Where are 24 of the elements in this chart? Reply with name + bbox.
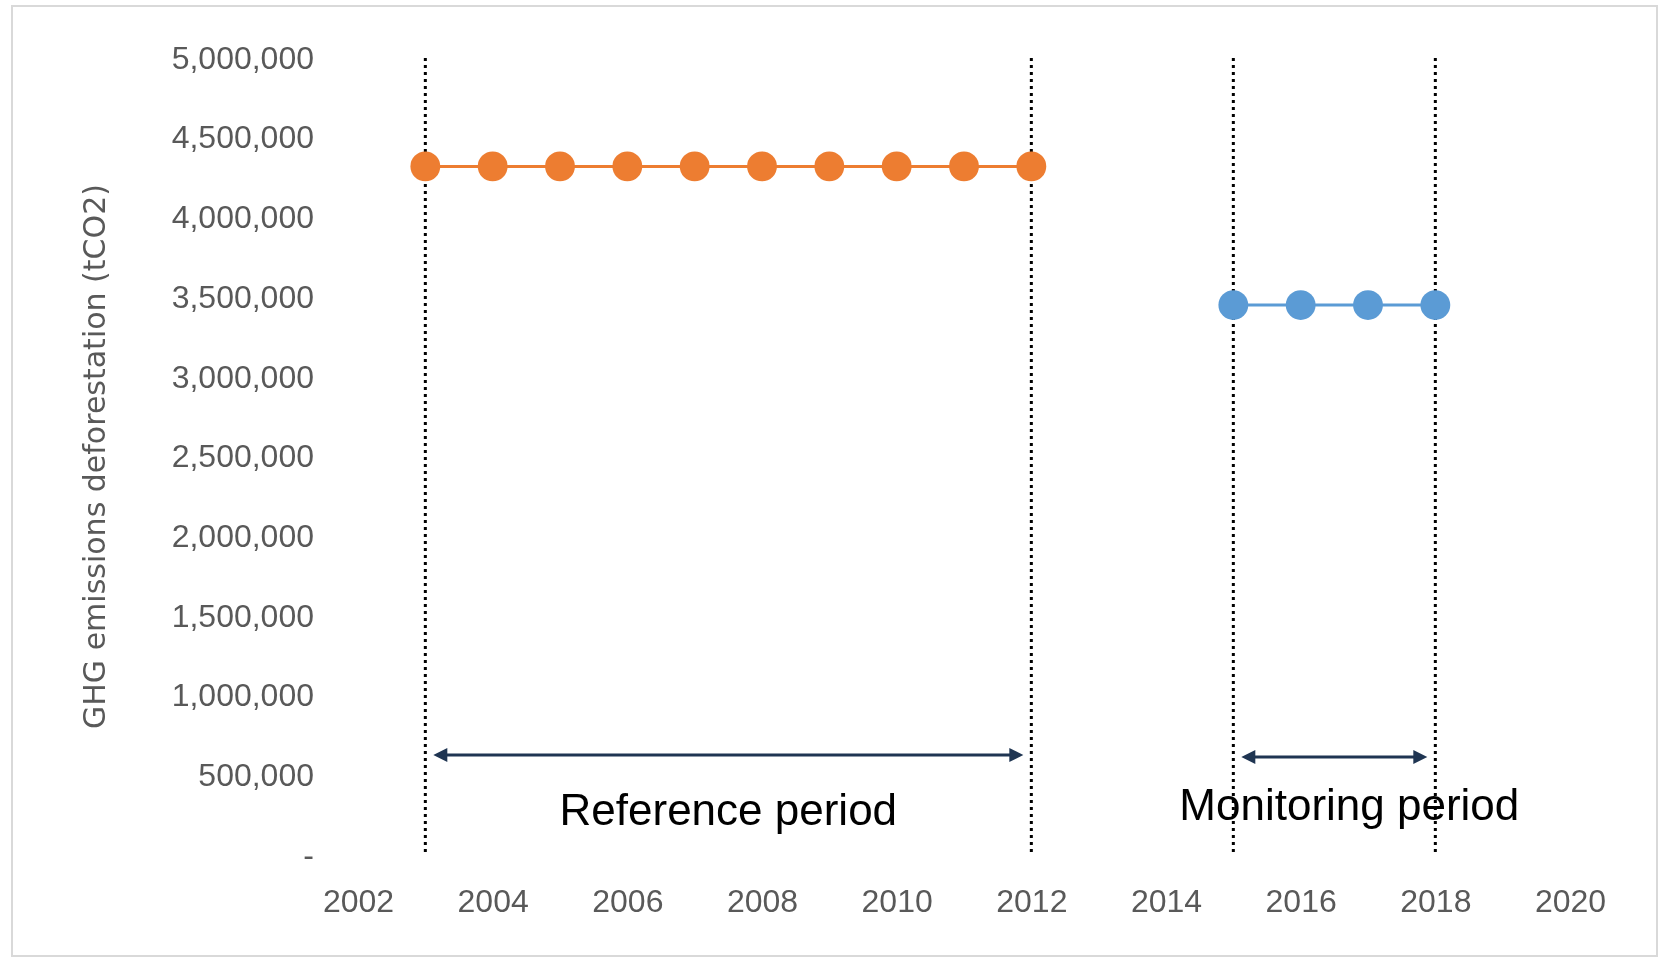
annotation: Reference period <box>559 785 898 834</box>
x-tick-label: 2010 <box>861 882 933 919</box>
x-tick-label: 2002 <box>322 882 395 919</box>
x-tick-label: 2008 <box>726 882 799 919</box>
x-tick-label: 2012 <box>996 882 1068 919</box>
y-tick-label: 2,500,000 <box>171 438 314 475</box>
y-tick-label: 3,000,000 <box>171 358 314 395</box>
y-tick-label: 4,500,000 <box>171 119 314 156</box>
x-tick-label: 2006 <box>592 882 664 919</box>
y-tick-label: 2,000,000 <box>171 517 314 554</box>
y-tick-label: - <box>303 836 314 873</box>
y-tick-label: 1,500,000 <box>171 597 314 634</box>
x-tick-label: 2016 <box>1265 882 1337 919</box>
x-tick-label: 2014 <box>1130 882 1203 919</box>
x-tick-label: 2004 <box>457 882 529 919</box>
y-tick-label: 500,000 <box>198 757 314 794</box>
y-axis-title: GHG emissions deforestation (tCO2) <box>77 184 112 729</box>
annotation: Monitoring period <box>1179 780 1520 829</box>
x-tick-label: 2020 <box>1534 882 1607 919</box>
y-tick-label: 5,000,000 <box>171 39 314 76</box>
y-tick-label: 1,000,000 <box>171 677 314 714</box>
y-tick-label: 3,500,000 <box>171 278 314 315</box>
x-tick-label: 2018 <box>1400 882 1472 919</box>
y-tick-label: 4,000,000 <box>171 199 314 236</box>
